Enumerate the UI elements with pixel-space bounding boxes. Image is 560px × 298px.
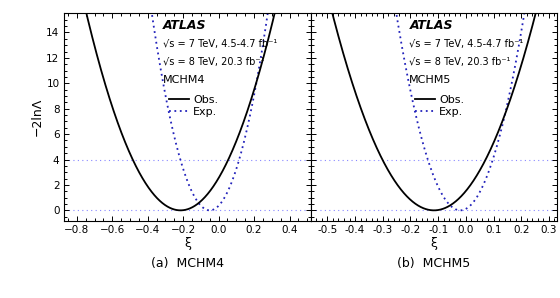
Text: MCHM4: MCHM4 [163,74,206,85]
Text: √s = 7 TeV, 4.5-4.7 fb⁻¹: √s = 7 TeV, 4.5-4.7 fb⁻¹ [409,39,524,49]
X-axis label: ξ: ξ [184,237,191,250]
Text: √s = 8 TeV, 20.3 fb⁻¹: √s = 8 TeV, 20.3 fb⁻¹ [409,57,511,67]
Text: (b)  MCHM5: (b) MCHM5 [398,257,470,270]
Legend: Obs., Exp.: Obs., Exp. [169,94,218,117]
X-axis label: ξ: ξ [431,237,437,250]
Text: MCHM5: MCHM5 [409,74,452,85]
Legend: Obs., Exp.: Obs., Exp. [415,94,464,117]
Text: ATLAS: ATLAS [163,18,207,32]
Text: √s = 8 TeV, 20.3 fb⁻¹: √s = 8 TeV, 20.3 fb⁻¹ [163,57,264,67]
Y-axis label: −2lnΛ: −2lnΛ [30,98,44,136]
Text: √s = 7 TeV, 4.5-4.7 fb⁻¹: √s = 7 TeV, 4.5-4.7 fb⁻¹ [163,39,277,49]
Text: (a)  MCHM4: (a) MCHM4 [151,257,224,270]
Text: ATLAS: ATLAS [409,18,453,32]
